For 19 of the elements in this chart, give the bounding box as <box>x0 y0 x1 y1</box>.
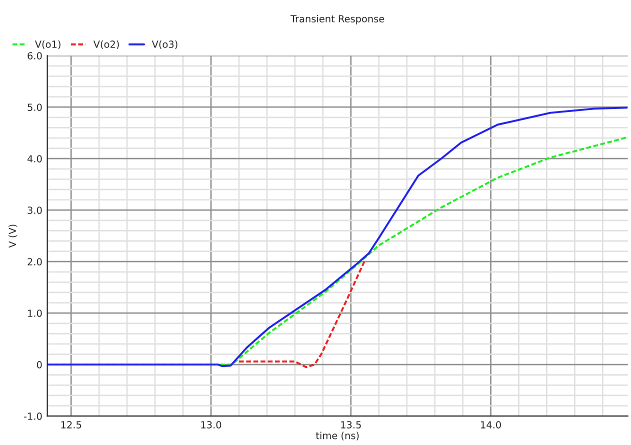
legend-label: V(o1) <box>34 40 60 50</box>
chart-title: Transient Response <box>290 14 384 24</box>
y-tick-label: 4.0 <box>27 155 42 162</box>
y-tick-label: -1.0 <box>24 412 42 420</box>
y-axis-title: V (V) <box>8 224 18 248</box>
y-tick-label: 0 <box>36 361 42 368</box>
y-tick-label: 1.0 <box>28 310 42 317</box>
x-axis-title: time (ns) <box>316 432 359 440</box>
line-series <box>238 260 366 368</box>
legend-label: V(o3) <box>152 40 178 50</box>
x-tick-label: 13.5 <box>341 421 361 428</box>
y-tick-label: 5.0 <box>28 104 42 111</box>
x-tick-label: 14.0 <box>481 421 501 428</box>
y-tick-label: 2.0 <box>28 258 42 266</box>
y-tick-label: 3.0 <box>28 206 42 214</box>
x-tick-label: 13.0 <box>201 421 222 428</box>
x-tick-label: 12.5 <box>61 421 82 428</box>
legend-label: V(o2) <box>93 40 119 50</box>
y-tick-label: 6.0 <box>28 52 42 60</box>
